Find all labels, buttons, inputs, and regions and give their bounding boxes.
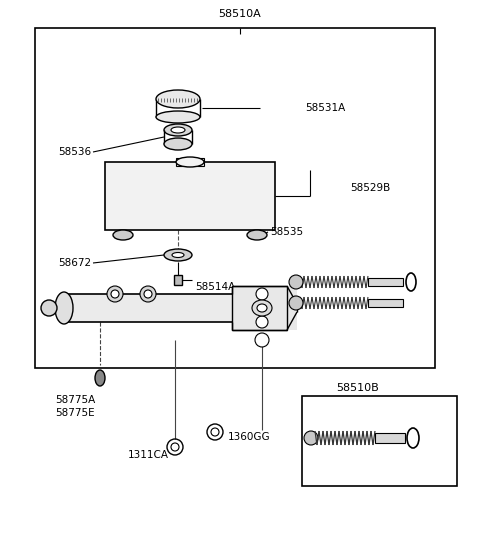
Ellipse shape bbox=[247, 230, 267, 240]
Bar bbox=[232, 286, 287, 330]
Text: 58529B: 58529B bbox=[350, 183, 390, 193]
Ellipse shape bbox=[41, 300, 57, 316]
Ellipse shape bbox=[156, 111, 200, 123]
Text: 1311CA: 1311CA bbox=[128, 450, 168, 460]
Ellipse shape bbox=[257, 304, 267, 312]
Ellipse shape bbox=[256, 316, 268, 328]
Bar bbox=[302, 396, 457, 486]
Ellipse shape bbox=[95, 370, 105, 386]
Ellipse shape bbox=[304, 431, 318, 445]
Ellipse shape bbox=[255, 333, 269, 347]
Ellipse shape bbox=[172, 252, 184, 258]
Text: 58672: 58672 bbox=[58, 258, 91, 268]
Bar bbox=[232, 286, 297, 330]
Ellipse shape bbox=[111, 290, 119, 298]
Ellipse shape bbox=[107, 286, 123, 302]
Ellipse shape bbox=[164, 249, 192, 261]
Bar bbox=[368, 278, 403, 286]
Ellipse shape bbox=[140, 286, 156, 302]
Ellipse shape bbox=[289, 296, 303, 310]
Bar bbox=[64, 294, 272, 322]
Ellipse shape bbox=[164, 138, 192, 150]
Text: 58514A: 58514A bbox=[195, 282, 235, 292]
Bar bbox=[368, 299, 403, 307]
Ellipse shape bbox=[256, 288, 268, 300]
Text: 58775E: 58775E bbox=[55, 408, 95, 418]
Ellipse shape bbox=[164, 124, 192, 136]
Bar bbox=[174, 275, 182, 285]
Text: 58536: 58536 bbox=[58, 147, 91, 157]
Ellipse shape bbox=[113, 230, 133, 240]
Ellipse shape bbox=[176, 157, 204, 167]
Ellipse shape bbox=[144, 290, 152, 298]
Text: 58535: 58535 bbox=[270, 227, 303, 237]
Text: 58775A: 58775A bbox=[55, 395, 95, 405]
Ellipse shape bbox=[289, 275, 303, 289]
Ellipse shape bbox=[55, 292, 73, 324]
Ellipse shape bbox=[156, 90, 200, 108]
Ellipse shape bbox=[252, 300, 272, 316]
Bar bbox=[35, 28, 435, 368]
Ellipse shape bbox=[171, 127, 185, 133]
Bar bbox=[176, 158, 204, 166]
Bar bbox=[105, 162, 275, 230]
Text: 58510B: 58510B bbox=[336, 383, 379, 393]
Text: 58531A: 58531A bbox=[305, 103, 345, 113]
Text: 1360GG: 1360GG bbox=[228, 432, 271, 442]
Bar bbox=[375, 433, 405, 443]
Text: 58510A: 58510A bbox=[218, 9, 262, 19]
